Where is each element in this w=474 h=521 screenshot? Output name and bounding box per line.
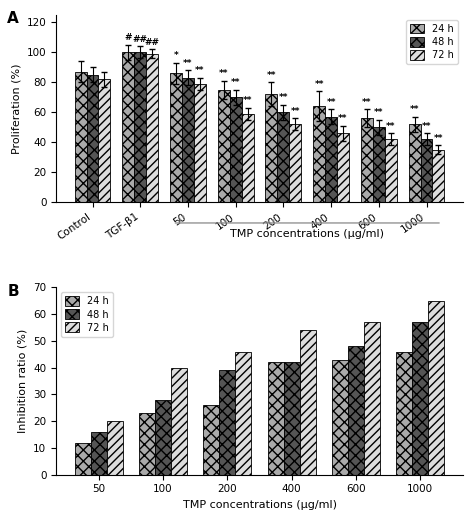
Text: **: **: [386, 122, 395, 131]
Bar: [289, 124, 301, 202]
Bar: [396, 352, 412, 475]
Bar: [74, 72, 87, 202]
X-axis label: TMP concentrations (μg/ml): TMP concentrations (μg/ml): [182, 500, 337, 510]
Bar: [87, 75, 99, 202]
Text: #: #: [125, 33, 132, 43]
Text: **: **: [326, 98, 336, 107]
Legend: 24 h, 48 h, 72 h: 24 h, 48 h, 72 h: [406, 20, 458, 64]
Bar: [236, 352, 252, 475]
Bar: [428, 301, 445, 475]
Bar: [218, 90, 230, 202]
Bar: [74, 442, 91, 475]
Text: **: **: [267, 71, 276, 80]
Text: **: **: [291, 107, 300, 116]
Bar: [373, 127, 385, 202]
Bar: [219, 370, 236, 475]
Text: B: B: [7, 283, 19, 299]
Y-axis label: Proliferation (%): Proliferation (%): [11, 63, 21, 154]
Text: **: **: [338, 114, 348, 123]
Text: **: **: [374, 108, 383, 117]
Text: **: **: [314, 80, 324, 89]
Bar: [277, 112, 289, 202]
Bar: [91, 432, 107, 475]
Text: **: **: [279, 93, 288, 103]
Bar: [385, 139, 397, 202]
Bar: [171, 368, 187, 475]
Text: **: **: [183, 59, 193, 68]
Text: **: **: [434, 134, 443, 143]
Bar: [107, 421, 123, 475]
Bar: [420, 139, 432, 202]
Bar: [265, 94, 277, 202]
Bar: [139, 413, 155, 475]
Bar: [283, 362, 300, 475]
Text: **: **: [362, 98, 372, 107]
Text: ##: ##: [133, 35, 148, 44]
Text: *: *: [173, 52, 178, 60]
Text: TMP concentrations (μg/ml): TMP concentrations (μg/ml): [230, 229, 384, 239]
Text: A: A: [7, 11, 19, 26]
Bar: [313, 106, 325, 202]
Text: **: **: [231, 78, 240, 88]
Bar: [348, 346, 364, 475]
Bar: [230, 97, 242, 202]
Bar: [364, 322, 380, 475]
Bar: [409, 124, 420, 202]
Y-axis label: Inhibition ratio (%): Inhibition ratio (%): [18, 329, 28, 433]
Text: **: **: [410, 105, 419, 115]
Bar: [432, 150, 445, 202]
Text: **: **: [219, 69, 228, 79]
Bar: [332, 359, 348, 475]
Bar: [242, 114, 254, 202]
Bar: [122, 52, 134, 202]
Bar: [337, 133, 349, 202]
Bar: [182, 78, 194, 202]
Bar: [325, 117, 337, 202]
Bar: [300, 330, 316, 475]
Text: **: **: [195, 66, 205, 76]
Text: **: **: [422, 122, 431, 131]
Bar: [361, 118, 373, 202]
Bar: [194, 84, 206, 202]
Bar: [146, 54, 158, 202]
Bar: [134, 52, 146, 202]
Legend: 24 h, 48 h, 72 h: 24 h, 48 h, 72 h: [61, 292, 113, 337]
Bar: [155, 400, 171, 475]
Text: ##: ##: [145, 38, 160, 47]
Bar: [99, 79, 110, 202]
Bar: [203, 405, 219, 475]
Text: **: **: [243, 96, 252, 105]
Bar: [412, 322, 428, 475]
Bar: [170, 73, 182, 202]
Bar: [267, 362, 283, 475]
